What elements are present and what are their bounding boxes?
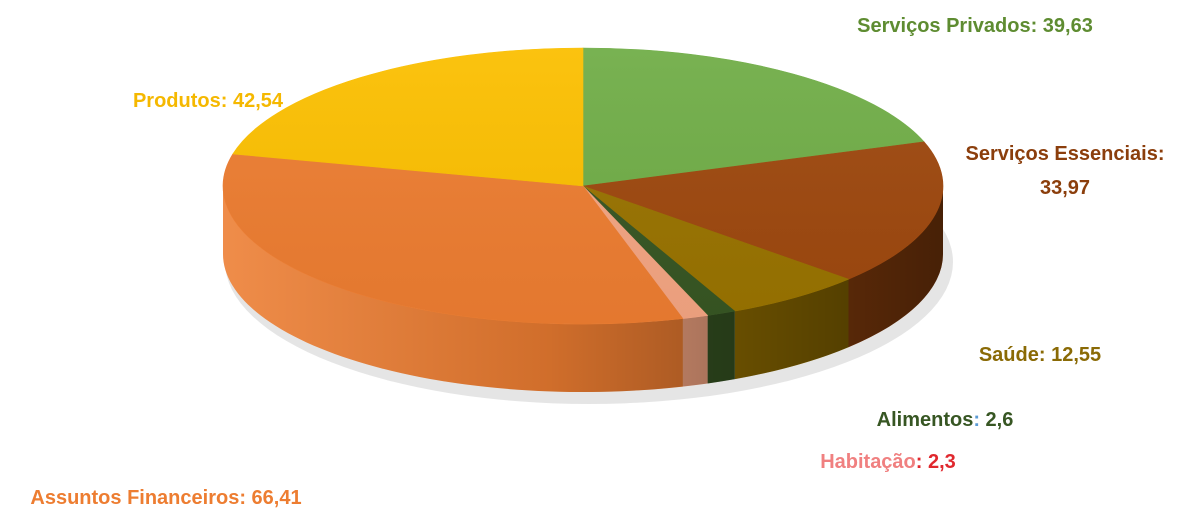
- data-label-produtos: Produtos: 42,54: [133, 90, 284, 112]
- data-label-saude: Saúde: 12,55: [979, 344, 1101, 366]
- pie-side-shading: [223, 186, 943, 392]
- data-label-servicos-essenciais-value: 33,97: [1040, 177, 1090, 199]
- data-label-servicos-privados: Serviços Privados: 39,63: [857, 15, 1093, 37]
- pie-side-gradient: [223, 186, 943, 392]
- data-label-alimentos: Alimentos: 2,6: [877, 409, 1014, 431]
- pie-data-labels: Serviços Privados: 39,63 Serviços Essenci…: [30, 15, 1164, 509]
- pie-top-sheen: [223, 48, 943, 324]
- pie-slices: [222, 47, 944, 325]
- data-label-habitacao: Habitação: 2,3: [820, 451, 956, 473]
- data-label-assuntos-financeiros: Assuntos Financeiros: 66,41: [30, 487, 301, 509]
- data-label-servicos-essenciais-name: Serviços Essenciais:: [965, 143, 1164, 165]
